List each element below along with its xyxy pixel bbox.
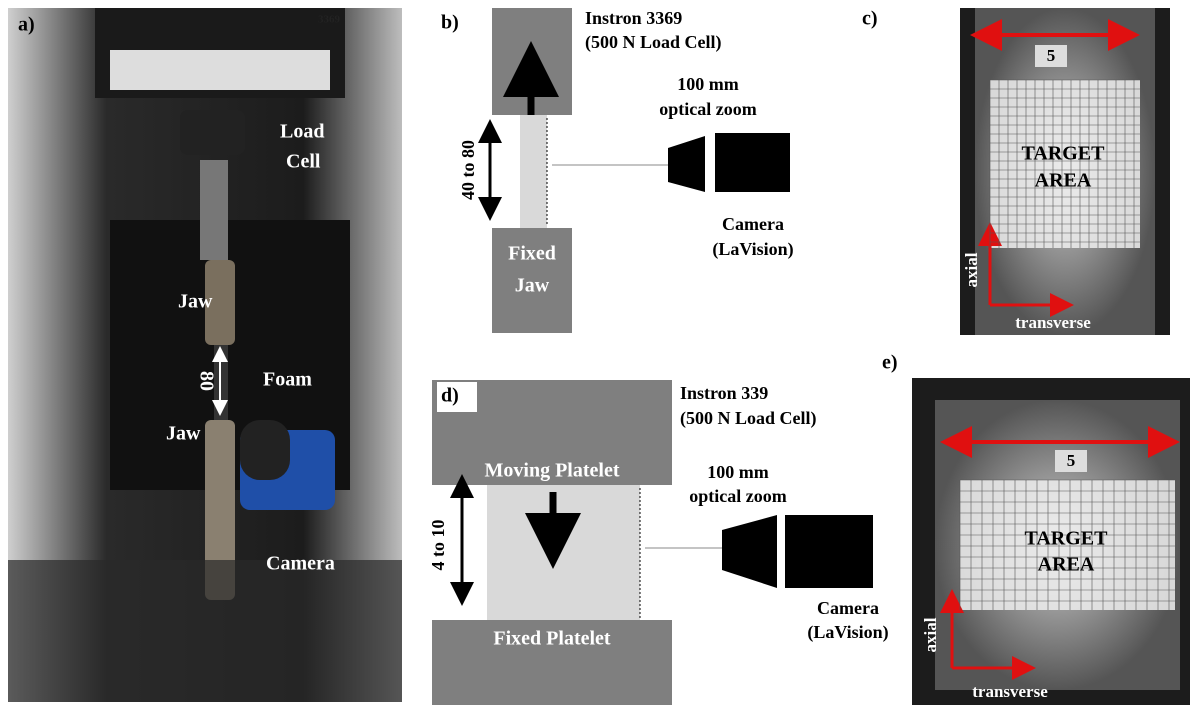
label: (LaVision) [712,239,793,260]
label: 40 to 80 [458,140,478,200]
label: 80 [195,371,217,391]
panel-label: d) [441,385,459,407]
label: (LaVision) [807,622,888,643]
label: Camera [722,214,784,234]
photo-text: 3369 [318,14,341,26]
label: optical zoom [659,99,756,119]
label: optical zoom [689,486,786,506]
label: Jaw [166,423,201,445]
label: Fixed Platelet [493,628,611,650]
label: Instron 3369 [585,8,682,28]
label: Jaw [178,291,213,313]
label: Fixed [508,243,556,265]
diagram-d [432,380,873,705]
panel-label: b) [441,12,459,34]
figure: a) 3369 Load Cell Jaw 80 Foam Jaw Camera… [0,0,1195,708]
label: TARGET [1022,143,1106,165]
photo-a [8,8,402,702]
label: Jaw [515,275,550,297]
label: axial [962,252,981,287]
panel-label: a) [18,14,35,36]
panel-label: e) [882,352,898,374]
label: TARGET [1025,528,1109,550]
label: (500 N Load Cell) [585,32,722,53]
label: 100 mm [707,462,769,482]
label: Camera [817,598,879,618]
label: transverse [1015,313,1091,332]
label: 5 [1047,46,1056,65]
label: 4 to 10 [428,520,448,571]
label: AREA [1035,170,1092,192]
label: transverse [972,682,1048,701]
label: Instron 339 [680,383,768,403]
label: (500 N Load Cell) [680,408,817,429]
label: 100 mm [677,74,739,94]
label: 5 [1067,451,1076,470]
label: axial [921,617,940,652]
label: Camera [266,553,335,575]
label: Moving Platelet [485,460,620,482]
label: AREA [1038,554,1095,576]
page: a) 3369 Load Cell Jaw 80 Foam Jaw Camera… [0,0,1195,708]
panel-label: c) [862,8,878,30]
label: Cell [286,151,321,173]
label: Load [280,121,324,143]
label: Foam [263,369,312,391]
